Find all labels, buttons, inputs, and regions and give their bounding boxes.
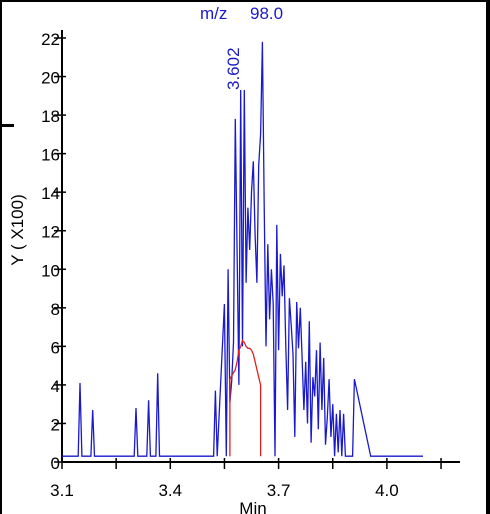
- y-tick-label: 4: [51, 377, 60, 396]
- window-frame-left-edge: [0, 0, 2, 514]
- y-tick-label: 14: [41, 184, 60, 203]
- chart-axes: 0 2 4 6 8 10 12 14 16 18 20 22 3.1 3.4 3.7 4.0: [41, 30, 460, 500]
- y-tick-label: 16: [41, 146, 60, 165]
- chart-traces: [62, 41, 423, 457]
- y-tick-label: 12: [41, 223, 60, 242]
- x-tick-label: 3.1: [50, 481, 74, 500]
- chromatogram-trace: [62, 41, 423, 457]
- x-tick-label: 4.0: [375, 481, 399, 500]
- mz-label: m/z: [200, 4, 227, 23]
- peak-retention-time-label: 3.602: [224, 47, 243, 90]
- chart-labels: Y ( X100) Min m/z 98.0 3.602: [8, 4, 283, 514]
- window-frame-left-tab: [0, 124, 14, 127]
- integrated-peak-trace: [229, 339, 262, 457]
- mz-value: 98.0: [250, 4, 283, 23]
- y-tick-label: 8: [51, 300, 60, 319]
- x-axis-label: Min: [239, 499, 266, 514]
- x-tick-label: 3.7: [267, 481, 291, 500]
- y-tick-label: 10: [41, 261, 60, 280]
- y-tick-label: 0: [51, 454, 60, 473]
- y-tick-label: 18: [41, 107, 60, 126]
- x-tick-label: 3.4: [158, 481, 182, 500]
- y-tick-label: 22: [41, 30, 60, 49]
- y-axis-label: Y ( X100): [8, 194, 27, 266]
- y-tick-label: 2: [51, 415, 60, 434]
- window-frame-right-edge: [486, 0, 490, 514]
- y-tick-label: 20: [41, 69, 60, 88]
- window-frame-top-edge: [0, 0, 490, 2]
- y-tick-label: 6: [51, 338, 60, 357]
